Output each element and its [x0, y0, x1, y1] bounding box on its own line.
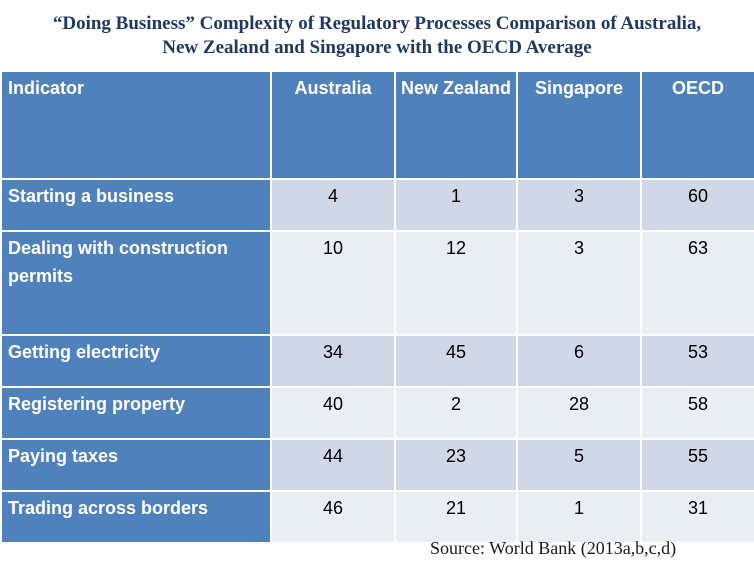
- header-oecd: OECD: [640, 70, 754, 180]
- header-new-zealand: New Zealand: [394, 70, 518, 180]
- table-row: Dealing with construction permits 10 12 …: [0, 230, 754, 336]
- title-line-2: New Zealand and Singapore with the OECD …: [162, 37, 592, 58]
- cell-singapore: 6: [516, 334, 642, 388]
- cell-australia: 4: [270, 178, 396, 232]
- cell-australia: 34: [270, 334, 396, 388]
- cell-singapore: 1: [516, 490, 642, 544]
- header-row: Indicator Australia New Zealand Singapor…: [0, 70, 754, 180]
- cell-oecd: 58: [640, 386, 754, 440]
- table-row: Paying taxes 44 23 5 55: [0, 438, 754, 492]
- table-row: Trading across borders 46 21 1 31: [0, 490, 754, 544]
- cell-new-zealand: 23: [394, 438, 518, 492]
- row-label: Starting a business: [0, 178, 272, 232]
- cell-singapore: 3: [516, 230, 642, 336]
- table-title: “Doing Business” Complexity of Regulator…: [0, 12, 754, 60]
- cell-oecd: 31: [640, 490, 754, 544]
- comparison-table: Indicator Australia New Zealand Singapor…: [0, 70, 754, 544]
- row-label: Trading across borders: [0, 490, 272, 544]
- table-row: Starting a business 4 1 3 60: [0, 178, 754, 232]
- table-row: Getting electricity 34 45 6 53: [0, 334, 754, 388]
- cell-oecd: 55: [640, 438, 754, 492]
- title-line-1: “Doing Business” Complexity of Regulator…: [52, 13, 702, 34]
- cell-oecd: 60: [640, 178, 754, 232]
- cell-new-zealand: 12: [394, 230, 518, 336]
- cell-new-zealand: 1: [394, 178, 518, 232]
- header-singapore: Singapore: [516, 70, 642, 180]
- cell-singapore: 5: [516, 438, 642, 492]
- cell-singapore: 3: [516, 178, 642, 232]
- row-label: Paying taxes: [0, 438, 272, 492]
- cell-oecd: 63: [640, 230, 754, 336]
- cell-new-zealand: 21: [394, 490, 518, 544]
- table-row: Registering property 40 2 28 58: [0, 386, 754, 440]
- cell-new-zealand: 2: [394, 386, 518, 440]
- cell-australia: 10: [270, 230, 396, 336]
- row-label: Dealing with construction permits: [0, 230, 272, 336]
- cell-singapore: 28: [516, 386, 642, 440]
- row-label: Getting electricity: [0, 334, 272, 388]
- cell-australia: 40: [270, 386, 396, 440]
- cell-australia: 46: [270, 490, 396, 544]
- header-indicator: Indicator: [0, 70, 272, 180]
- row-label: Registering property: [0, 386, 272, 440]
- header-australia: Australia: [270, 70, 396, 180]
- source-note: Source: World Bank (2013a,b,c,d): [430, 538, 677, 558]
- cell-australia: 44: [270, 438, 396, 492]
- cell-new-zealand: 45: [394, 334, 518, 388]
- cell-oecd: 53: [640, 334, 754, 388]
